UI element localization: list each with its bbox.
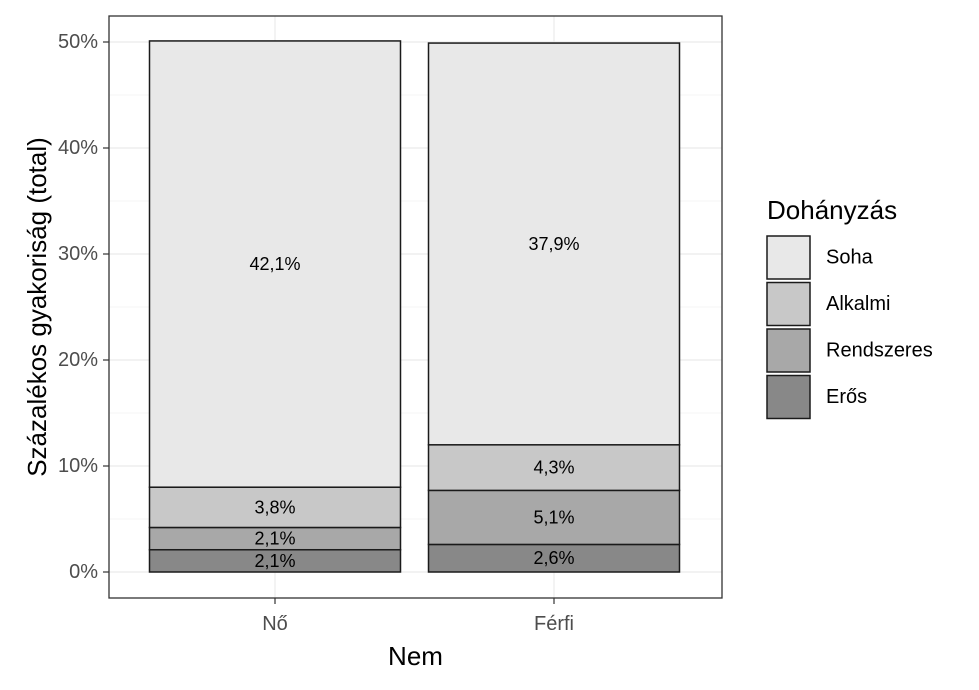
- data-label: 42,1%: [249, 254, 300, 274]
- bar-segment: [427, 543, 681, 573]
- y-axis: 0% 10% 20% 30% 40% 50%: [58, 31, 109, 583]
- y-tick-label: 40%: [58, 137, 98, 159]
- data-label: 5,1%: [533, 507, 574, 527]
- x-tick-label: Nő: [262, 613, 288, 635]
- x-axis-title: Nem: [388, 641, 443, 671]
- y-tick-label: 50%: [58, 31, 98, 53]
- legend-key: [766, 374, 811, 420]
- legend-title: Dohányzás: [767, 195, 897, 225]
- y-axis-title: Százalékos gyakoriság (total): [22, 137, 52, 477]
- bar-segment: [427, 444, 681, 492]
- bar-segment: [427, 42, 681, 446]
- plot-panel-border: [108, 15, 723, 599]
- bar-segment: [148, 486, 402, 529]
- data-label: 3,8%: [254, 497, 295, 517]
- data-label: 4,3%: [533, 458, 574, 478]
- x-axis: Nő Férfi: [262, 598, 574, 635]
- bars: [148, 40, 681, 573]
- legend-label: Rendszeres: [826, 340, 933, 362]
- x-tick-label: Férfi: [534, 613, 574, 635]
- legend-label: Erős: [826, 386, 867, 408]
- legend-key: [766, 235, 811, 280]
- y-tick-label: 30%: [58, 243, 98, 265]
- data-label: 2,1%: [254, 551, 295, 571]
- y-tick-label: 20%: [58, 349, 98, 371]
- data-label: 2,6%: [533, 548, 574, 568]
- legend-key: [766, 281, 811, 327]
- data-labels: 2,1%2,1% 3,8% 42,1% 2,6% 5,1% 4,3% 37,9%: [249, 234, 579, 571]
- y-tick-label: 0%: [69, 561, 98, 583]
- bar-segment: [148, 40, 402, 488]
- legend-label: Alkalmi: [826, 293, 890, 315]
- legend: Dohányzás Soha Alkalmi Rendszeres Erős: [766, 195, 933, 420]
- legend-label: Soha: [826, 247, 874, 269]
- y-tick-label: 10%: [58, 455, 98, 477]
- legend-key: [766, 328, 811, 373]
- data-label: 37,9%: [528, 234, 579, 254]
- data-label: 2,1%: [254, 529, 295, 549]
